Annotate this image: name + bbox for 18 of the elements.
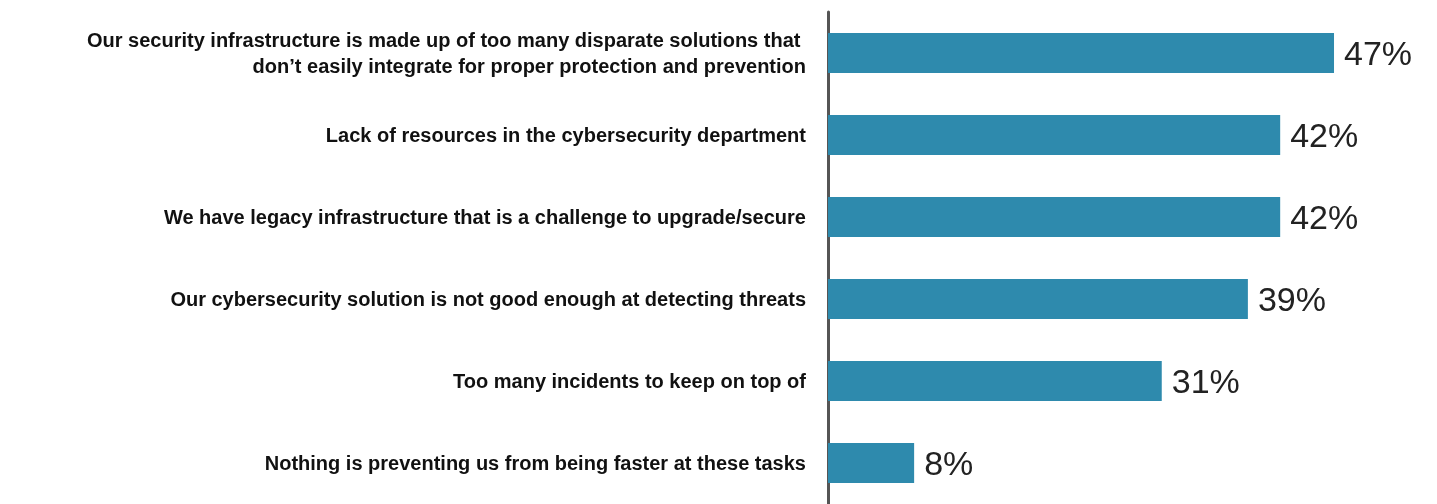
y-tick-label: Our cybersecurity solution is not good enough at detecting threats xyxy=(170,288,806,310)
bar xyxy=(828,443,915,483)
bar xyxy=(828,361,1162,401)
y-tick-label: Lack of resources in the cybersecurity department xyxy=(325,124,807,146)
y-tick-label: Too many incidents to keep on top of xyxy=(453,370,807,392)
data-label: 42% xyxy=(1290,116,1359,154)
bar xyxy=(828,33,1335,73)
data-label: 31% xyxy=(1171,362,1240,400)
data-label: 39% xyxy=(1257,280,1326,318)
bar xyxy=(828,197,1281,237)
y-tick-label: We have legacy infrastructure that is a challenge to upgrade/secure xyxy=(163,206,806,228)
y-tick-label: Our security infrastructure is made up of too many disparate solutions that don’t easily integrate for proper protection and prevention xyxy=(86,29,806,77)
data-label: 8% xyxy=(924,444,974,482)
y-tick-label: Nothing is preventing us from being faster at these tasks xyxy=(264,452,806,474)
data-label: 42% xyxy=(1290,198,1359,236)
bar xyxy=(828,115,1281,155)
data-label: 47% xyxy=(1344,34,1413,72)
bar xyxy=(828,279,1248,319)
